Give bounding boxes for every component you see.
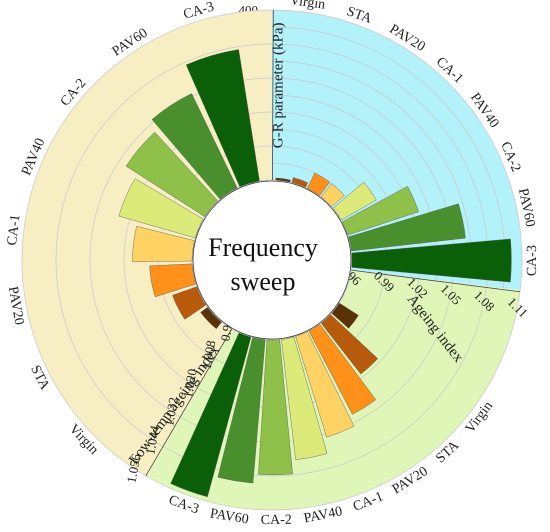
radial-axis [272, 10, 274, 181]
category-label-pav40: PAV40 [303, 504, 344, 526]
bar-ca-1 [295, 331, 355, 438]
grid-ring [55, 43, 273, 448]
grid-ring [271, 60, 472, 285]
bar-ca-2 [342, 185, 419, 236]
tick-label: 1.044 [142, 424, 162, 456]
category-label-pav20: PAV20 [5, 285, 27, 326]
grid-ring [271, 43, 489, 287]
tick-label: 1.056 [124, 452, 144, 484]
grid-ring [21, 9, 273, 477]
tick-label: 1.008 [199, 339, 219, 370]
bar-virgin [200, 307, 222, 330]
bar-sta [172, 286, 207, 320]
bar-ca-2 [125, 131, 219, 217]
bar-ca-1 [132, 226, 195, 263]
bar-ca-3 [351, 238, 512, 283]
category-label-ca-3: CA-3 [525, 245, 540, 276]
bar-ca-2 [258, 339, 293, 476]
radial-axis [145, 328, 232, 477]
bar-ca-3 [185, 49, 260, 188]
center-label-line-2: sweep [231, 267, 296, 296]
bar-sta [320, 314, 379, 375]
bar-virgin [331, 302, 359, 329]
bar-pav40 [281, 336, 328, 461]
grid-ring [231, 269, 352, 341]
bar-pav20 [308, 323, 377, 415]
axis-title: G-R parameter (kPa) [271, 22, 287, 148]
grid-ring [271, 162, 370, 272]
bar-pav40 [118, 178, 204, 239]
tick-label: 1.020 [180, 368, 200, 399]
center-circle [192, 180, 352, 340]
category-label-ca-1: CA-1 [5, 214, 23, 247]
bar-pav60 [217, 337, 266, 484]
bar-pav40 [332, 181, 377, 221]
grid-ring [146, 290, 521, 511]
bar-ca-1 [320, 183, 345, 208]
bar-sta [291, 177, 308, 188]
grid-ring [271, 9, 523, 291]
bar-virgin [275, 177, 291, 183]
bar-ca-3 [170, 332, 252, 498]
bar-pav60 [348, 203, 466, 252]
tick-label: 1.032 [161, 396, 181, 427]
grid-ring [271, 145, 387, 274]
bar-pav20 [149, 263, 196, 298]
center-label-line-1: Frequency [208, 233, 318, 262]
bar-pav20 [307, 172, 331, 197]
category-label-ca-2: CA-2 [261, 513, 292, 529]
category-label-pav60: PAV60 [209, 506, 250, 527]
radial-axis [351, 269, 521, 293]
bar-pav60 [151, 93, 238, 200]
grid-ring [271, 26, 506, 289]
